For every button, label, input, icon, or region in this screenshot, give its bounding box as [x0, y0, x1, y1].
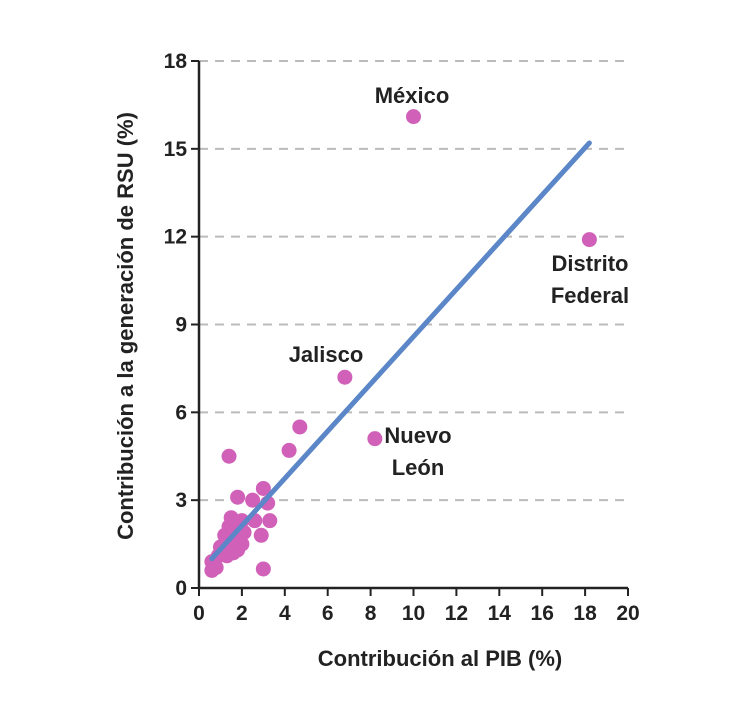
data-point	[292, 419, 308, 435]
point-label: Jalisco	[289, 342, 364, 367]
y-tick-label: 6	[175, 401, 187, 424]
point-label: Nuevo León	[384, 423, 451, 480]
data-point	[406, 109, 421, 125]
data-point	[255, 561, 271, 577]
y-tick-label: 0	[175, 577, 187, 600]
point-label-line: Distrito	[552, 251, 629, 276]
trendline	[209, 140, 592, 562]
x-tick-label: 4	[279, 602, 291, 625]
x-tick-label: 6	[322, 602, 334, 625]
point-label: México	[375, 83, 450, 108]
y-tick-label: 15	[164, 138, 188, 161]
x-tick-label: 2	[236, 602, 248, 625]
point-label-line: Federal	[551, 283, 629, 308]
y-axis-label: Contribución a la generación de RSU (%)	[113, 112, 138, 540]
grid-lines	[199, 60, 628, 502]
data-point	[221, 448, 237, 464]
data-point	[204, 562, 220, 578]
x-tick-label: 12	[445, 602, 468, 625]
data-point	[367, 431, 383, 447]
data-point	[581, 232, 597, 248]
data-point	[255, 480, 271, 496]
y-tick-label: 18	[164, 50, 188, 73]
point-label-line: León	[392, 455, 445, 480]
x-tick-label: 10	[402, 602, 425, 625]
point-label-line: México	[375, 83, 450, 108]
x-tick-labels: 0 2 4 6 8 10 12 14 16 18 20	[193, 602, 640, 625]
point-label: Distrito Federal	[551, 251, 629, 308]
y-tick-label: 9	[175, 314, 187, 337]
data-points	[204, 109, 597, 578]
x-axis-label: Contribución al PIB (%)	[318, 646, 562, 671]
axes	[191, 60, 629, 596]
data-point	[281, 442, 297, 458]
data-point	[253, 527, 269, 543]
x-tick-label: 0	[193, 602, 205, 625]
data-point	[230, 489, 246, 505]
x-tick-label: 20	[616, 602, 639, 625]
x-tick-label: 16	[531, 602, 554, 625]
y-tick-label: 12	[164, 226, 187, 249]
data-point	[337, 369, 353, 385]
y-tick-label: 3	[175, 489, 187, 512]
point-labels: México Distrito Federal Jalisco Nuevo León	[289, 83, 629, 480]
y-tick-labels: 0 3 6 9 12 15 18	[164, 50, 188, 600]
x-tick-label: 18	[573, 602, 597, 625]
data-point	[245, 492, 261, 508]
point-label-line: Nuevo	[384, 423, 451, 448]
x-tick-label: 8	[365, 602, 377, 625]
trendline-group	[209, 140, 592, 562]
point-label-line: Jalisco	[289, 342, 364, 367]
data-point	[262, 513, 278, 529]
x-tick-label: 14	[488, 602, 512, 625]
data-point	[225, 545, 241, 561]
